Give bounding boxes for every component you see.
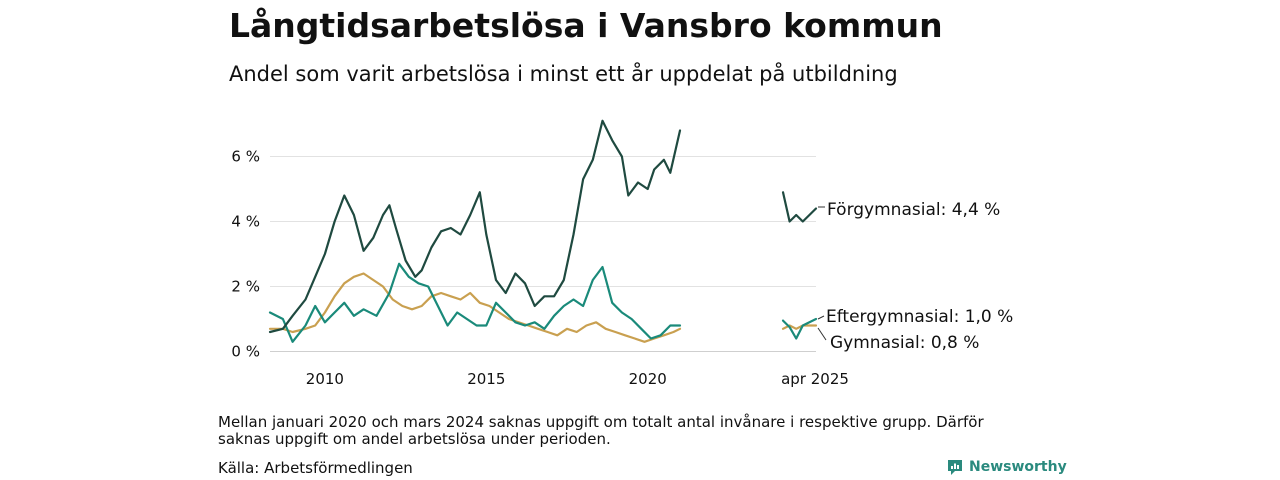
x-tick-label: 2010 xyxy=(306,370,344,388)
end-label-gymnasial: Gymnasial: 0,8 % xyxy=(830,333,979,353)
end-label-förgymnasial: Förgymnasial: 4,4 % xyxy=(827,200,1000,220)
series-line-inset-förgymnasial xyxy=(781,191,818,223)
series-line-gymnasial xyxy=(268,272,682,343)
series-line-eftergymnasial xyxy=(268,262,682,343)
y-tick-label: 0 % xyxy=(231,343,260,361)
series-line-inset-eftergymnasial xyxy=(781,317,818,340)
newsworthy-logo-icon xyxy=(948,460,962,475)
brand-name: Newsworthy xyxy=(969,459,1067,475)
x-tick-label: 2020 xyxy=(629,370,667,388)
source-label: Källa: Arbetsförmedlingen xyxy=(218,459,413,477)
y-tick-label: 2 % xyxy=(231,278,260,296)
series-line-förgymnasial xyxy=(268,119,682,334)
chart-title: Långtidsarbetslösa i Vansbro kommun xyxy=(229,6,943,45)
y-tick-label: 4 % xyxy=(231,213,260,231)
y-tick-label: 6 % xyxy=(231,148,260,166)
x-tick-label: 2015 xyxy=(467,370,505,388)
footnote: Mellan januari 2020 och mars 2024 saknas… xyxy=(218,413,984,448)
newsworthy-brand[interactable]: Newsworthy xyxy=(946,458,1067,476)
end-label-leader xyxy=(817,327,827,341)
end-label-eftergymnasial: Eftergymnasial: 1,0 % xyxy=(826,307,1013,327)
series-line-inset-gymnasial xyxy=(781,324,818,330)
chart-subtitle: Andel som varit arbetslösa i minst ett å… xyxy=(229,62,898,86)
x-tick-label-inset: apr 2025 xyxy=(781,370,849,388)
end-label-leader xyxy=(817,315,825,320)
